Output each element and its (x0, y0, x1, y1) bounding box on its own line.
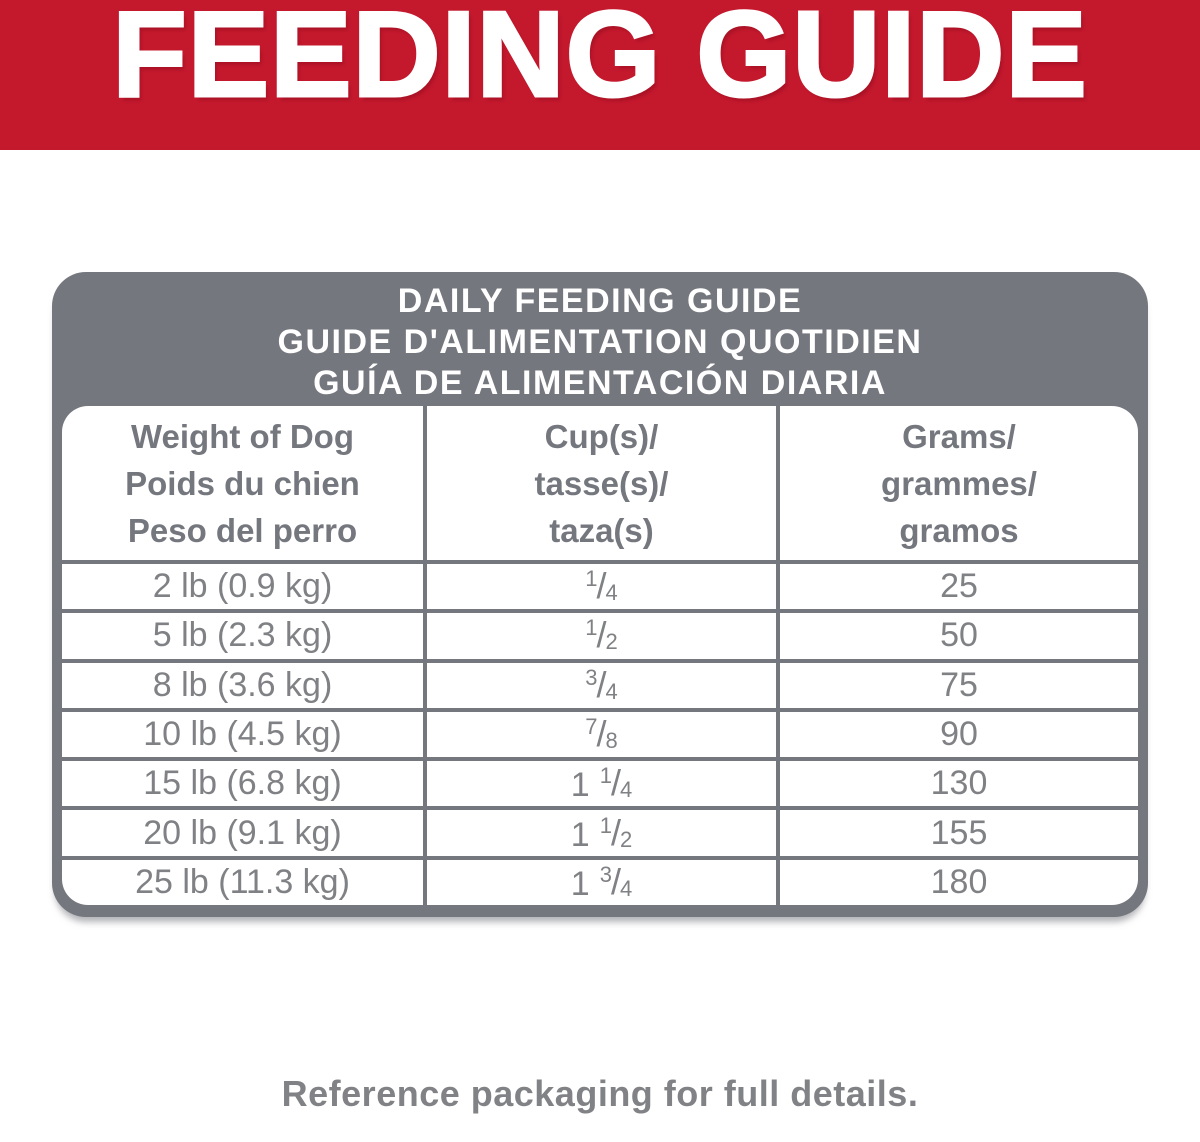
fraction-slash: / (610, 860, 621, 902)
column-header-weight: Weight of Dog Poids du chien Peso del pe… (62, 406, 423, 560)
grams-value: 50 (940, 616, 978, 655)
weight-cell: 20 lb (9.1 kg) (62, 810, 423, 855)
weight-cell: 10 lb (4.5 kg) (62, 712, 423, 757)
cups-cell: 1/4 (423, 564, 776, 610)
cups-value: 1/2 (585, 614, 618, 657)
grams-cell: 50 (776, 613, 1138, 659)
table-row: 25 lb (11.3 kg) 1 3/4 180 (62, 855, 1138, 905)
grams-value: 155 (930, 813, 988, 852)
cups-whole-number: 1 (570, 815, 590, 854)
weight-value: 2 lb (0.9 kg) (152, 567, 333, 606)
grams-value: 130 (930, 764, 988, 803)
cups-value: 1 1/2 (571, 812, 632, 855)
fraction-numerator: 3 (599, 861, 612, 887)
card-title: DAILY FEEDING GUIDE GUIDE D'ALIMENTATION… (62, 272, 1138, 406)
fraction-numerator: 1 (599, 812, 612, 838)
weight-cell: 2 lb (0.9 kg) (62, 564, 423, 609)
cups-value: 1 3/4 (571, 861, 632, 904)
card-title-line-english: DAILY FEEDING GUIDE (397, 281, 803, 320)
fraction-denominator: 2 (619, 826, 633, 852)
fraction-denominator: 8 (605, 727, 618, 753)
grams-cell: 155 (776, 810, 1138, 856)
grams-value: 180 (930, 862, 988, 901)
table-row: 20 lb (9.1 kg) 1 1/2 155 (62, 806, 1138, 856)
fraction-numerator: 1 (599, 763, 612, 789)
column-header-weight-en: Weight of Dog (130, 417, 354, 455)
fraction-numerator: 1 (585, 566, 598, 592)
cups-cell: 1 3/4 (423, 859, 776, 905)
fraction-slash: / (596, 712, 607, 754)
card-title-line-french: GUIDE D'ALIMENTATION QUOTIDIEN (277, 322, 923, 361)
fraction-denominator: 2 (605, 629, 618, 655)
cups-cell: 3/4 (423, 662, 776, 708)
weight-cell: 5 lb (2.3 kg) (62, 613, 423, 658)
weight-cell: 8 lb (3.6 kg) (62, 663, 423, 708)
column-header-cups-fr: tasse(s)/ (534, 464, 669, 502)
cups-value: 7/8 (585, 713, 618, 756)
fraction-slash: / (610, 762, 621, 804)
footer-note: Reference packaging for full details. (281, 1073, 919, 1114)
column-header-grams-en: Grams/ (902, 417, 1016, 455)
daily-feeding-guide-card: DAILY FEEDING GUIDE GUIDE D'ALIMENTATION… (52, 272, 1148, 917)
table-row: 5 lb (2.3 kg) 1/2 50 (62, 609, 1138, 659)
weight-value: 5 lb (2.3 kg) (152, 616, 333, 655)
column-header-grams-es: gramos (899, 511, 1019, 549)
weight-value: 15 lb (6.8 kg) (143, 764, 342, 803)
fraction-slash: / (610, 811, 621, 853)
fraction-denominator: 4 (619, 777, 633, 803)
cups-cell: 1 1/4 (423, 761, 776, 807)
table-row: 8 lb (3.6 kg) 3/4 75 (62, 658, 1138, 708)
cups-whole-number: 1 (570, 864, 590, 903)
fraction-denominator: 4 (605, 580, 618, 606)
table-row: 10 lb (4.5 kg) 7/8 90 (62, 707, 1138, 758)
fraction-slash: / (596, 565, 607, 607)
fraction-numerator: 3 (585, 664, 598, 690)
grams-cell: 25 (776, 564, 1138, 610)
grams-value: 90 (940, 714, 978, 753)
cups-cell: 7/8 (423, 711, 776, 758)
table-row: 15 lb (6.8 kg) 1 1/4 130 (62, 757, 1138, 807)
banner-title: FEEDING GUIDE (111, 0, 1089, 124)
fraction-slash: / (596, 663, 607, 705)
column-header-cups: Cup(s)/ tasse(s)/ taza(s) (423, 406, 776, 560)
column-header-weight-fr: Poids du chien (125, 464, 360, 502)
feeding-guide-banner: FEEDING GUIDE (0, 0, 1200, 150)
cups-whole-number: 1 (570, 766, 590, 805)
weight-value: 25 lb (11.3 kg) (135, 862, 350, 901)
feeding-table: Weight of Dog Poids du chien Peso del pe… (62, 406, 1138, 905)
fraction-slash: / (596, 614, 607, 656)
cups-value: 3/4 (585, 664, 618, 707)
table-row: 2 lb (0.9 kg) 1/4 25 (62, 560, 1138, 610)
weight-cell: 15 lb (6.8 kg) (62, 761, 423, 806)
cups-cell: 1/2 (423, 613, 776, 659)
weight-value: 10 lb (4.5 kg) (143, 714, 342, 753)
weight-value: 20 lb (9.1 kg) (143, 813, 342, 852)
weight-cell: 25 lb (11.3 kg) (62, 860, 423, 905)
fraction-numerator: 7 (585, 713, 598, 739)
column-header-weight-es: Peso del perro (127, 511, 358, 549)
column-header-grams: Grams/ grammes/ gramos (776, 406, 1138, 560)
grams-value: 25 (940, 567, 978, 606)
column-header-cups-en: Cup(s)/ (544, 417, 659, 455)
card-title-line-spanish: GUÍA DE ALIMENTACIÓN DIARIA (313, 363, 887, 402)
column-header-cups-es: taza(s) (549, 511, 654, 549)
weight-value: 8 lb (3.6 kg) (152, 665, 333, 704)
cups-cell: 1 1/2 (423, 810, 776, 856)
fraction-denominator: 4 (619, 875, 633, 901)
grams-cell: 180 (776, 859, 1138, 905)
cups-value: 1 1/4 (571, 762, 632, 805)
fraction-numerator: 1 (585, 615, 598, 641)
cups-value: 1/4 (585, 565, 618, 608)
grams-cell: 75 (776, 662, 1138, 708)
table-header-row: Weight of Dog Poids du chien Peso del pe… (62, 406, 1138, 560)
grams-cell: 130 (776, 761, 1138, 807)
grams-value: 75 (940, 665, 978, 704)
column-header-grams-fr: grammes/ (881, 464, 1037, 502)
fraction-denominator: 4 (605, 678, 618, 704)
grams-cell: 90 (776, 711, 1138, 758)
